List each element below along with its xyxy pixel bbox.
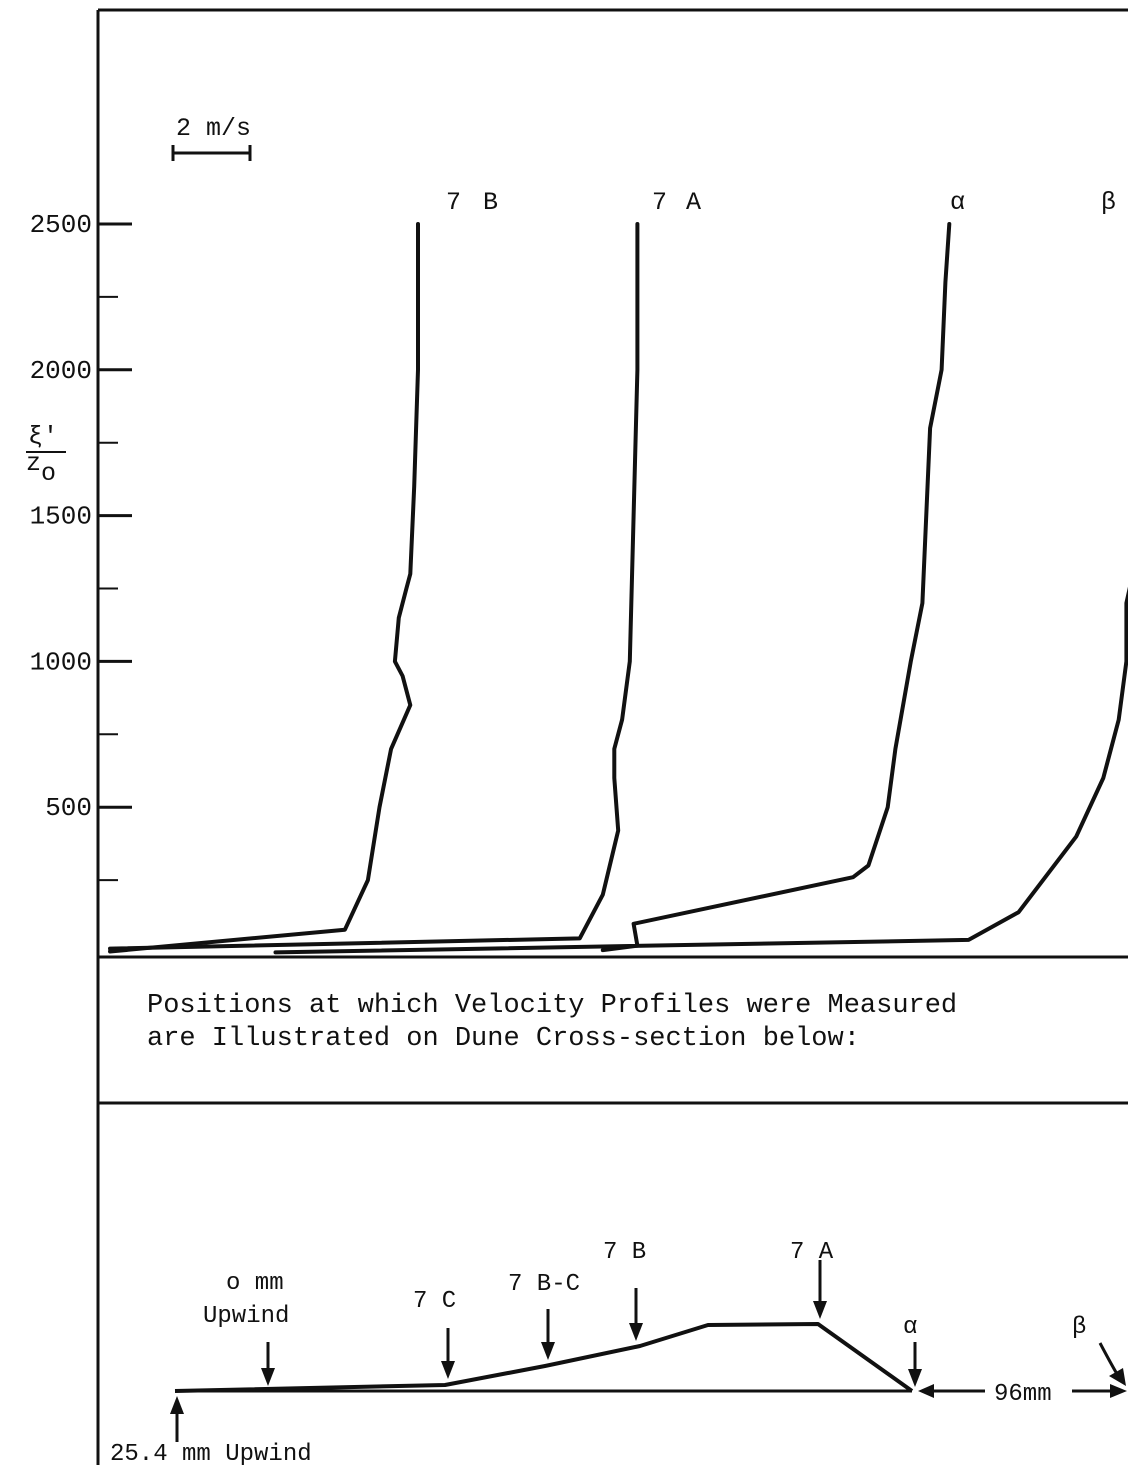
profile-line-7a [108, 222, 640, 951]
series-label-7b-letter: B [483, 188, 498, 217]
y-axis: 500 1000 1500 2000 2500 [30, 210, 132, 882]
y-label-denominator: zo [26, 449, 56, 488]
arrow-7c [441, 1328, 455, 1379]
arrow-7bc [541, 1309, 555, 1360]
y-label-numerator: ξ' [28, 422, 58, 451]
y-tick-label-2500: 2500 [30, 210, 92, 240]
dune-labels: o mm Upwind 7 C 7 B-C 7 B 7 A α β 96mm 2… [110, 1239, 1086, 1465]
label-beta: β [1072, 1314, 1086, 1341]
arrow-upwind [170, 1396, 184, 1442]
series-label-beta: β [1101, 188, 1116, 217]
profile-line-alpha [600, 222, 952, 953]
series-labels: 7 B 7 A α β [446, 188, 1116, 217]
caption-line-2: are Illustrated on Dune Cross-section be… [147, 1024, 860, 1054]
profile-line-7b [108, 222, 420, 954]
series-label-alpha: α [950, 188, 965, 217]
dimension-96mm [918, 1384, 1127, 1398]
label-7c: 7 C [413, 1288, 456, 1315]
velocity-profiles [108, 222, 1128, 955]
profile-line-beta [273, 586, 1128, 955]
series-label-7a-number: 7 [652, 188, 667, 217]
series-label-7b-number: 7 [446, 188, 461, 217]
label-0mm-line2: Upwind [203, 1303, 289, 1330]
y-tick-label-500: 500 [45, 793, 92, 823]
label-7bc: 7 B-C [508, 1271, 580, 1298]
label-96mm: 96mm [994, 1381, 1052, 1408]
scale-bar [171, 145, 252, 161]
caption-line-1: Positions at which Velocity Profiles wer… [147, 991, 957, 1021]
label-25-4mm-upwind: 25.4 mm Upwind [110, 1441, 312, 1465]
arrow-alpha [908, 1342, 922, 1387]
dune-profile [174, 1322, 914, 1393]
y-label-subscript: o [41, 459, 56, 488]
y-tick-label-1500: 1500 [30, 502, 92, 532]
arrow-0mm [261, 1342, 275, 1386]
y-axis-label: ξ' zo [26, 422, 66, 488]
label-0mm-line1: o mm [226, 1270, 284, 1297]
y-tick-label-2000: 2000 [30, 356, 92, 386]
label-7a: 7 A [790, 1239, 834, 1266]
arrow-7a [813, 1260, 827, 1319]
figure-frame [96, 8, 1128, 1465]
y-tick-label-1000: 1000 [30, 647, 92, 677]
series-label-7a-letter: A [686, 188, 701, 217]
scale-bar-label: 2 m/s [176, 114, 251, 143]
position-arrows [170, 1260, 1127, 1442]
arrow-beta [1098, 1342, 1126, 1386]
arrow-7b [629, 1288, 643, 1341]
dune-cross-section [174, 1322, 914, 1393]
label-7b: 7 B [603, 1239, 646, 1266]
label-alpha: α [903, 1314, 917, 1341]
